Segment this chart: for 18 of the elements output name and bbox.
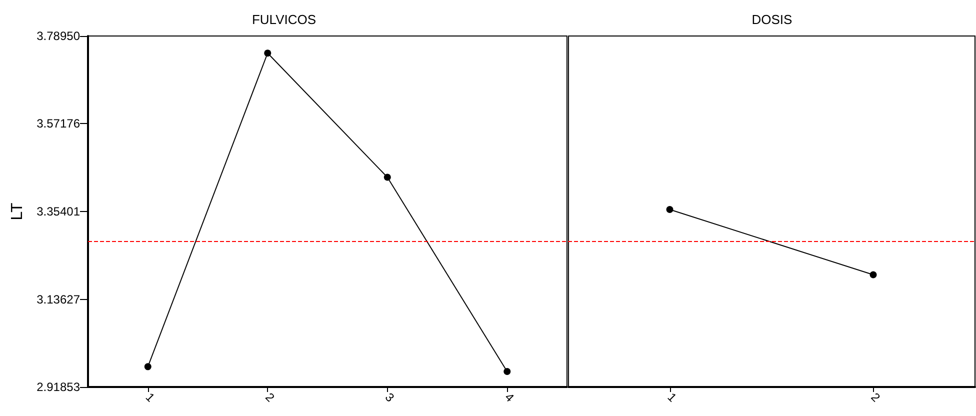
y-tick-label: 3.57176 — [36, 116, 80, 131]
point — [504, 368, 511, 375]
x-tick-label: 3 — [382, 390, 398, 405]
x-tick-label: 2 — [262, 390, 278, 405]
y-tick-label: 3.13627 — [36, 292, 80, 306]
point — [264, 50, 272, 57]
point — [384, 174, 391, 181]
y-axis-title: LT — [9, 202, 26, 220]
x-tick-label: 1 — [664, 390, 680, 405]
chart-title: FULVICOS — [252, 12, 316, 27]
y-tick-label: 3.35401 — [36, 204, 80, 218]
x-tick-label: 2 — [868, 390, 884, 405]
x-tick-label: 4 — [502, 390, 518, 405]
chart-title: DOSIS — [752, 12, 793, 27]
point — [144, 363, 152, 370]
y-tick-label: 3.78950 — [36, 29, 80, 43]
y-tick-label: 2.91853 — [36, 380, 80, 394]
x-tick-label: 1 — [142, 390, 158, 405]
